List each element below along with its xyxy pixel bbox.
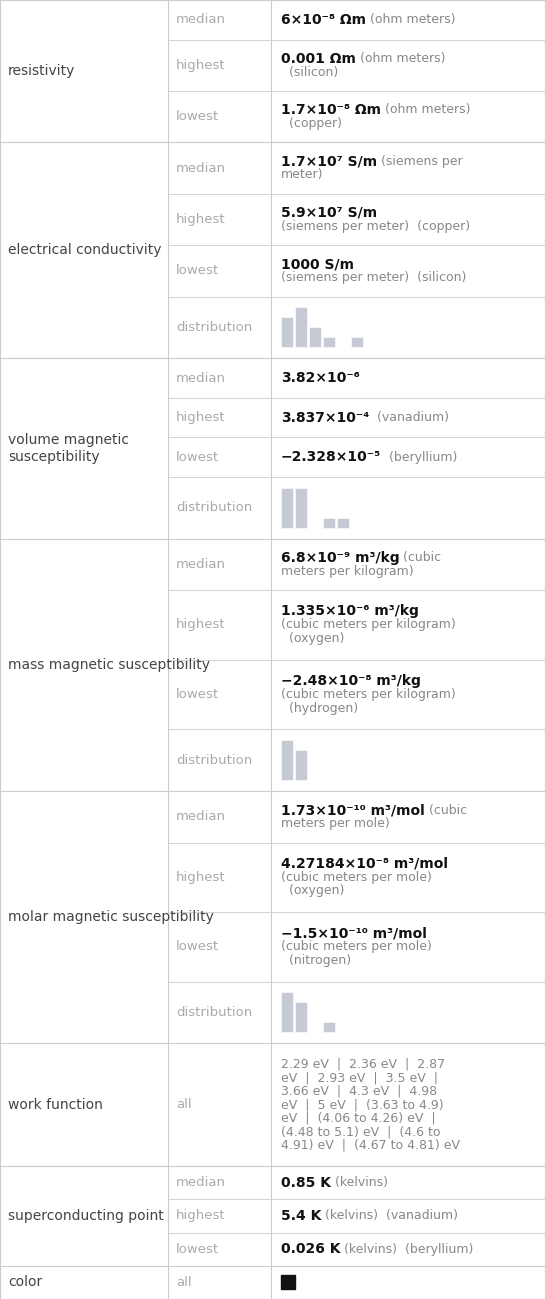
Text: (cubic meters per mole): (cubic meters per mole) (281, 870, 432, 883)
Text: volume magnetic
susceptibility: volume magnetic susceptibility (8, 434, 129, 464)
Text: 1.7×10⁷ S/m: 1.7×10⁷ S/m (281, 155, 377, 169)
Text: (ohm meters): (ohm meters) (366, 13, 456, 26)
Text: median: median (176, 372, 226, 385)
Text: 3.837×10⁻⁴: 3.837×10⁻⁴ (281, 410, 370, 425)
Text: mass magnetic susceptibility: mass magnetic susceptibility (8, 657, 210, 672)
Text: highest: highest (176, 58, 226, 71)
Bar (281, 317, 293, 347)
Text: (siemens per meter)  (silicon): (siemens per meter) (silicon) (281, 271, 466, 284)
Bar (281, 1276, 295, 1290)
Text: (nitrogen): (nitrogen) (281, 953, 351, 966)
Text: all: all (176, 1276, 191, 1289)
Bar (351, 338, 363, 347)
Text: distribution: distribution (176, 753, 252, 766)
Text: 2.29 eV  |  2.36 eV  |  2.87: 2.29 eV | 2.36 eV | 2.87 (281, 1057, 445, 1070)
Text: superconducting point: superconducting point (8, 1209, 164, 1222)
Text: −2.328×10⁻⁵: −2.328×10⁻⁵ (281, 451, 381, 464)
Text: 0.001 Ωm: 0.001 Ωm (281, 52, 356, 65)
Text: highest: highest (176, 213, 226, 226)
Text: median: median (176, 13, 226, 26)
Text: (ohm meters): (ohm meters) (381, 104, 470, 117)
Text: work function: work function (8, 1098, 103, 1112)
Text: 6×10⁻⁸ Ωm: 6×10⁻⁸ Ωm (281, 13, 366, 27)
Text: distribution: distribution (176, 1007, 252, 1020)
Bar (295, 487, 307, 527)
Bar (323, 338, 335, 347)
Text: eV  |  2.93 eV  |  3.5 eV  |: eV | 2.93 eV | 3.5 eV | (281, 1072, 438, 1085)
Text: (oxygen): (oxygen) (281, 885, 344, 898)
Text: lowest: lowest (176, 940, 219, 953)
Text: highest: highest (176, 1209, 226, 1222)
Bar (337, 517, 349, 527)
Text: meters per mole): meters per mole) (281, 817, 390, 830)
Text: −2.48×10⁻⁸ m³/kg: −2.48×10⁻⁸ m³/kg (281, 674, 421, 688)
Text: all: all (176, 1098, 191, 1111)
Text: lowest: lowest (176, 265, 219, 278)
Text: (4.48 to 5.1) eV  |  (4.6 to: (4.48 to 5.1) eV | (4.6 to (281, 1125, 440, 1138)
Text: median: median (176, 161, 226, 174)
Text: (kelvins)  (vanadium): (kelvins) (vanadium) (321, 1209, 458, 1222)
Text: (cubic: (cubic (425, 804, 467, 817)
Text: eV  |  (4.06 to 4.26) eV  |: eV | (4.06 to 4.26) eV | (281, 1112, 435, 1125)
Text: 6.8×10⁻⁹ m³/kg: 6.8×10⁻⁹ m³/kg (281, 551, 399, 565)
Bar (295, 1003, 307, 1033)
Text: highest: highest (176, 870, 226, 883)
Text: 5.9×10⁷ S/m: 5.9×10⁷ S/m (281, 205, 377, 220)
Text: (kelvins)  (beryllium): (kelvins) (beryllium) (341, 1243, 474, 1256)
Text: (oxygen): (oxygen) (281, 633, 344, 646)
Text: (cubic meters per kilogram): (cubic meters per kilogram) (281, 618, 456, 631)
Text: highest: highest (176, 412, 226, 425)
Bar (281, 740, 293, 779)
Bar (323, 517, 335, 527)
Text: molar magnetic susceptibility: molar magnetic susceptibility (8, 911, 214, 925)
Text: 1000 S/m: 1000 S/m (281, 257, 354, 271)
Text: distribution: distribution (176, 321, 252, 334)
Bar (281, 992, 293, 1033)
Bar (295, 750, 307, 779)
Text: (beryllium): (beryllium) (381, 451, 457, 464)
Text: (cubic: (cubic (399, 551, 441, 564)
Text: 1.335×10⁻⁶ m³/kg: 1.335×10⁻⁶ m³/kg (281, 604, 419, 618)
Text: median: median (176, 1176, 226, 1189)
Text: 0.026 K: 0.026 K (281, 1242, 341, 1256)
Text: (kelvins): (kelvins) (331, 1176, 388, 1189)
Text: lowest: lowest (176, 688, 219, 701)
Text: median: median (176, 559, 226, 572)
Text: (vanadium): (vanadium) (370, 412, 449, 425)
Text: −1.5×10⁻¹⁰ m³/mol: −1.5×10⁻¹⁰ m³/mol (281, 926, 427, 940)
Bar (323, 1022, 335, 1033)
Text: (ohm meters): (ohm meters) (356, 52, 445, 65)
Bar (309, 327, 321, 347)
Text: 5.4 K: 5.4 K (281, 1209, 321, 1222)
Text: 4.27184×10⁻⁸ m³/mol: 4.27184×10⁻⁸ m³/mol (281, 857, 448, 870)
Text: highest: highest (176, 618, 226, 631)
Text: color: color (8, 1276, 43, 1290)
Text: lowest: lowest (176, 110, 219, 123)
Text: 1.7×10⁻⁸ Ωm: 1.7×10⁻⁸ Ωm (281, 103, 381, 117)
Text: 1.73×10⁻¹⁰ m³/mol: 1.73×10⁻¹⁰ m³/mol (281, 803, 425, 817)
Text: meter): meter) (281, 169, 323, 182)
Text: 4.91) eV  |  (4.67 to 4.81) eV: 4.91) eV | (4.67 to 4.81) eV (281, 1139, 460, 1152)
Text: (siemens per meter)  (copper): (siemens per meter) (copper) (281, 220, 470, 233)
Text: (silicon): (silicon) (281, 65, 338, 78)
Text: (copper): (copper) (281, 117, 342, 130)
Text: (siemens per: (siemens per (377, 155, 463, 168)
Text: eV  |  5 eV  |  (3.63 to 4.9): eV | 5 eV | (3.63 to 4.9) (281, 1098, 444, 1111)
Text: (cubic meters per mole): (cubic meters per mole) (281, 940, 432, 953)
Text: (hydrogen): (hydrogen) (281, 701, 358, 714)
Text: 0.85 K: 0.85 K (281, 1176, 331, 1190)
Text: resistivity: resistivity (8, 64, 75, 78)
Text: meters per kilogram): meters per kilogram) (281, 565, 414, 578)
Text: lowest: lowest (176, 1243, 219, 1256)
Text: median: median (176, 811, 226, 824)
Text: lowest: lowest (176, 451, 219, 464)
Text: distribution: distribution (176, 501, 252, 514)
Bar (295, 307, 307, 347)
Bar (281, 487, 293, 527)
Text: (cubic meters per kilogram): (cubic meters per kilogram) (281, 688, 456, 701)
Text: 3.82×10⁻⁶: 3.82×10⁻⁶ (281, 372, 360, 385)
Text: 3.66 eV  |  4.3 eV  |  4.98: 3.66 eV | 4.3 eV | 4.98 (281, 1085, 437, 1098)
Text: electrical conductivity: electrical conductivity (8, 243, 161, 257)
